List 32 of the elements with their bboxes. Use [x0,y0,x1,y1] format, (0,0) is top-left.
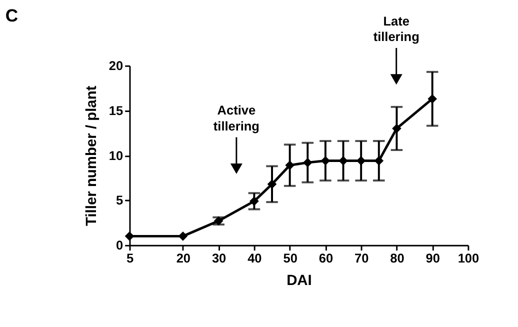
point [392,124,402,134]
x-tick-label: 50 [283,250,298,266]
annotation: Active tillering [213,102,260,134]
x-axis-title: DAI [286,272,312,289]
y-tick-label: 15 [108,102,124,118]
point [250,196,259,206]
y-tick-label: 5 [116,192,124,208]
point [320,156,330,166]
x-tick-label: 40 [248,250,262,266]
point [374,156,384,166]
point [338,156,348,166]
y-tick-label: 10 [108,148,124,163]
y-tick-label: 20 [108,58,124,74]
y-tick-label: 0 [116,238,124,253]
point [428,94,437,104]
point [178,232,188,241]
x-tick-label: 80 [390,250,404,266]
x-tick-label: 30 [212,250,226,266]
x-tick-label: 20 [176,250,191,266]
point [356,156,366,166]
point [285,160,294,170]
point [267,179,277,189]
x-tick-label: 5 [126,250,134,266]
point [302,158,312,168]
x-tick-label: 100 [458,250,480,266]
point [124,232,134,241]
x-tick-label: 60 [318,250,334,266]
chart-title: C [5,5,18,26]
x-tick-label: 70 [354,250,369,266]
x-tick-label: 90 [426,250,440,266]
y-axis-title: Tiller number / plant [84,86,100,226]
text: Late tillering [373,13,420,44]
